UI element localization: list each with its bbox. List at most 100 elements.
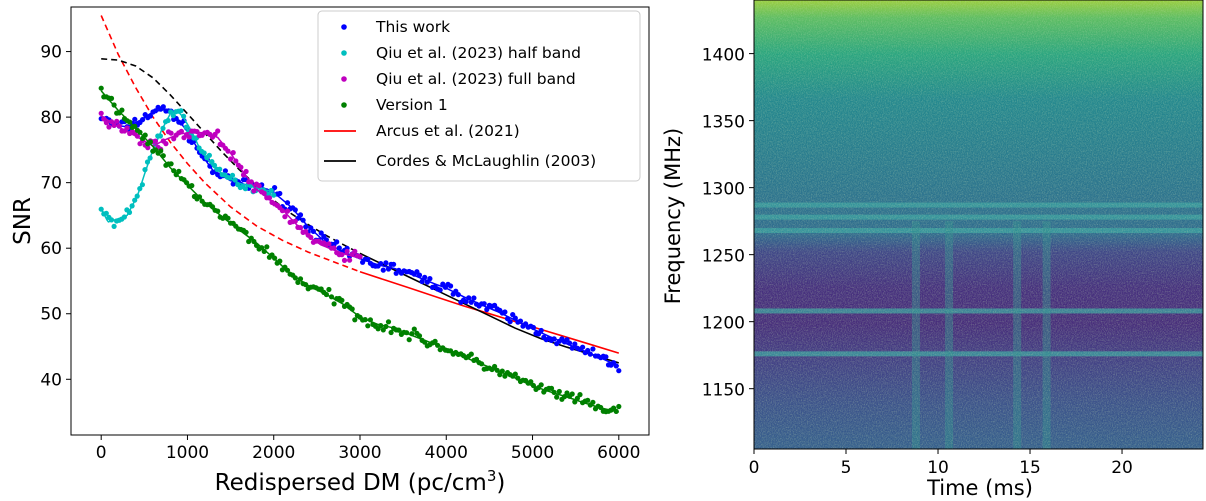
qiu-et-al-2023-half-band-point [206, 152, 212, 158]
version-1-point [388, 329, 394, 336]
qiu-et-al-2023-full-band-point [284, 208, 291, 214]
version-1-series [98, 85, 622, 415]
qiu-et-al-2023-half-band-point [229, 172, 236, 178]
this-work-point [427, 276, 433, 282]
qiu-et-al-2023-full-band-point [282, 214, 288, 220]
version-1-point [365, 323, 371, 329]
qiu-et-al-2023-half-band-point [178, 108, 184, 114]
version-1-point [176, 168, 182, 174]
spectrum-axes-frame [753, 0, 1204, 450]
spectrum-y-tick-label: 1150 [702, 381, 745, 401]
version-1-point [264, 244, 270, 250]
dynamic-spectrum-image [754, 0, 1203, 449]
spectrum-x-tick-label: 0 [749, 458, 760, 478]
version-1-point [168, 161, 174, 167]
spectrum-x-tick-label: 10 [927, 458, 949, 478]
legend-marker-qiu-half-band [341, 50, 347, 56]
snr-y-tick-label: 60 [40, 239, 62, 259]
qiu-et-al-2023-full-band-point [256, 183, 262, 189]
version-1-point [528, 379, 534, 385]
spectrum-y-tick-label: 1350 [702, 113, 745, 133]
version-1-point [538, 382, 544, 388]
snr-y-tick-label: 50 [40, 305, 62, 325]
qiu-et-al-2023-full-band-point [357, 254, 363, 260]
qiu-et-al-2023-full-band-point [186, 134, 192, 140]
version-1-point [492, 363, 498, 370]
qiu-et-al-2023-full-band-point [347, 257, 353, 263]
legend-label-this-work: This work [375, 18, 450, 36]
qiu-et-al-2023-full-band-point [114, 118, 120, 124]
this-work-point [419, 278, 425, 285]
snr-panel: 0 1000 2000 3000 4000 5000 6000 40 50 60 70 80 90 R… [10, 6, 650, 496]
qiu-et-al-2023-half-band-point [242, 186, 248, 192]
this-work-point [284, 200, 291, 206]
version-1-fit-line [100, 90, 619, 413]
qiu-et-al-2023-half-band-fit-line [100, 110, 274, 223]
qiu-et-al-2023-full-band-point [228, 156, 234, 162]
legend-entry-arcus: Arcus et al. (2021) [324, 122, 520, 140]
qiu-et-al-2023-full-band-point [152, 138, 159, 144]
snr-x-tick-label: 5000 [511, 443, 554, 463]
this-work-point [580, 344, 586, 350]
snr-y-ticks: 40 50 60 70 80 90 [40, 43, 71, 390]
version-1-point [331, 301, 337, 307]
arcus-et-al-2021-dashed-line [100, 15, 361, 273]
version-1-point [556, 388, 562, 395]
legend-marker-this-work [341, 24, 347, 30]
version-1-point [326, 286, 332, 293]
qiu-et-al-2023-half-band-series [98, 108, 277, 229]
this-work-point [230, 181, 236, 187]
this-work-point [272, 185, 278, 191]
version-1-point [569, 391, 575, 397]
this-work-point [463, 299, 469, 305]
version-1-point [406, 337, 412, 343]
legend-marker-qiu-full-band [341, 76, 347, 82]
snr-x-tick-label: 1000 [166, 443, 209, 463]
version-1-point [189, 183, 195, 189]
spectrum-y-ticks: 1150 1200 1250 1300 1350 1400 [702, 46, 754, 401]
spectrum-y-tick-label: 1250 [702, 247, 745, 267]
this-work-point [277, 190, 283, 197]
snr-x-tick-label: 2000 [252, 443, 295, 463]
qiu-et-al-2023-full-band-point [178, 128, 184, 134]
legend-entry-cordes: Cordes & McLaughlin (2003) [324, 152, 596, 170]
snr-x-tick-label: 0 [96, 443, 107, 463]
spectrum-y-tick-label: 1400 [702, 46, 745, 66]
spectrum-x-tick-label: 5 [841, 458, 852, 478]
version-1-point [158, 148, 164, 154]
spectrum-x-tick-label: 20 [1111, 458, 1133, 478]
qiu-et-al-2023-full-band-point [103, 120, 109, 126]
version-1-point [385, 319, 392, 325]
version-1-point [548, 385, 555, 391]
spectrum-x-axis-label: Time (ms) [926, 476, 1033, 500]
version-1-point [352, 317, 358, 323]
snr-x-tick-label: 4000 [425, 443, 468, 463]
qiu-et-al-2023-full-band-point [344, 248, 350, 254]
legend-marker-version-1 [341, 102, 347, 108]
snr-x-tick-label: 3000 [338, 443, 381, 463]
version-1-point [119, 107, 125, 113]
qiu-et-al-2023-full-band-point [215, 128, 221, 134]
version-1-point [339, 297, 345, 303]
this-work-point [222, 168, 228, 174]
snr-x-tick-label: 6000 [597, 443, 640, 463]
legend-entry-this-work: This work [341, 18, 450, 36]
snr-y-tick-label: 40 [40, 370, 62, 390]
legend-entry-qiu-full-band: Qiu et al. (2023) full band [341, 70, 576, 88]
this-work-point [507, 319, 513, 325]
snr-x-axis-label: Redispersed DM (pc/cm3) [215, 467, 506, 496]
qiu-et-al-2023-half-band-point [271, 192, 277, 198]
this-work-point [383, 260, 389, 266]
spectrum-x-ticks: 0 5 10 15 20 [749, 449, 1133, 478]
legend-box [317, 10, 641, 182]
version-1-point [590, 399, 596, 405]
qiu-et-al-2023-half-band-point [183, 124, 189, 130]
qiu-et-al-2023-full-band-point [251, 188, 257, 194]
legend-entry-version-1: Version 1 [341, 96, 448, 114]
this-work-point [603, 354, 609, 360]
version-1-point [411, 326, 417, 332]
this-work-point [160, 104, 166, 110]
qiu-et-al-2023-full-band-point [98, 110, 104, 116]
snr-x-ticks: 0 1000 2000 3000 4000 5000 6000 [96, 435, 640, 463]
spectrum-noise [754, 0, 1203, 449]
